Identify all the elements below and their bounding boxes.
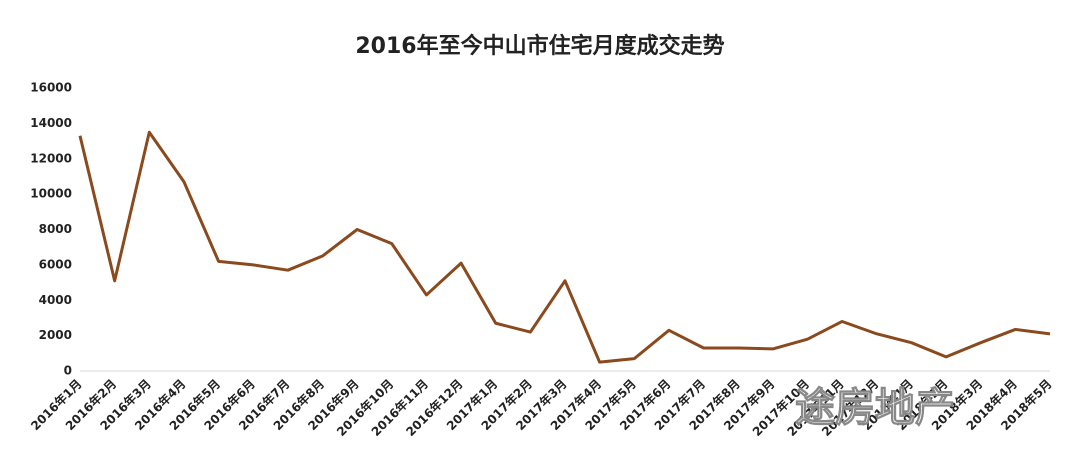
- chart-title: 2016年至今中山市住宅月度成交走势: [355, 33, 724, 59]
- watermark: 途房地产: [795, 385, 955, 431]
- y-tick-label: 8000: [39, 222, 72, 236]
- y-tick-label: 10000: [30, 187, 72, 201]
- y-tick-label: 12000: [30, 151, 72, 165]
- y-tick-label: 4000: [39, 293, 72, 307]
- y-tick-label: 0: [64, 364, 72, 378]
- y-tick-label: 14000: [30, 116, 72, 130]
- y-tick-label: 6000: [39, 257, 72, 271]
- y-tick-label: 16000: [30, 81, 72, 95]
- y-tick-label: 2000: [39, 328, 72, 342]
- data-line: [78, 130, 1051, 364]
